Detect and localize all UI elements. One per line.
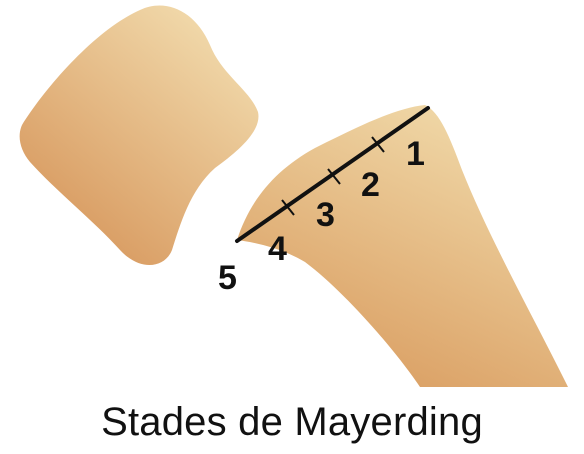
upper-bone-shape — [19, 5, 259, 266]
lower-bone-shape — [237, 105, 568, 387]
stage-divider-tick — [371, 136, 385, 153]
stage-divider-tick — [327, 168, 341, 185]
stage-label-2: 2 — [361, 166, 380, 204]
stage-label-4: 4 — [268, 230, 287, 268]
stage-divider-tick — [281, 199, 295, 216]
stage-label-1: 1 — [406, 135, 425, 173]
stage-label-5: 5 — [218, 259, 237, 297]
diagram-caption: Stades de Mayerding — [101, 400, 483, 444]
stage-label-3: 3 — [316, 196, 335, 234]
